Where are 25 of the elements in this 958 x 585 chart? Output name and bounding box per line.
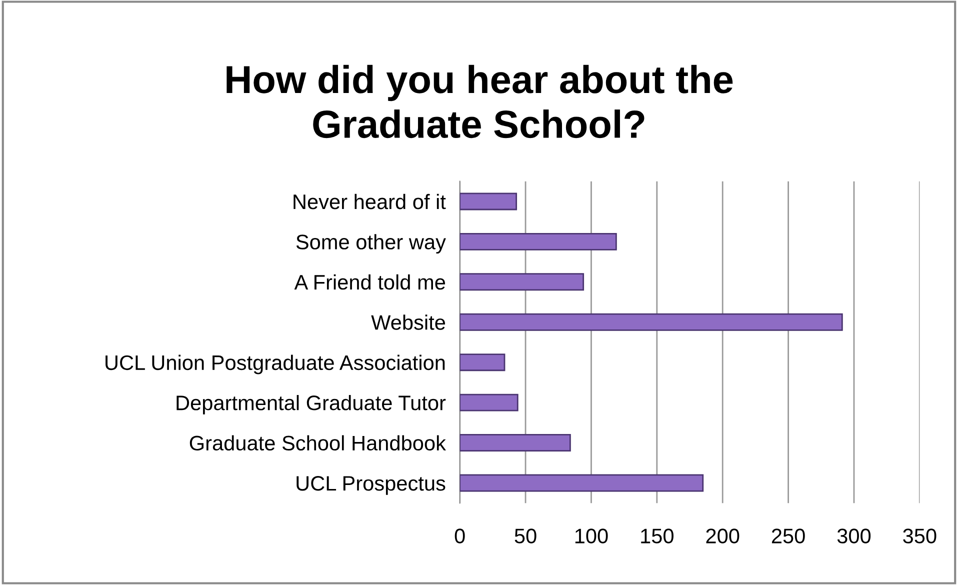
y-tick-label: Some other way: [296, 234, 446, 254]
x-tick-label: 300: [837, 528, 871, 544]
bar: [460, 434, 571, 452]
bar: [460, 474, 704, 492]
y-tick-label: Never heard of it: [294, 194, 446, 210]
bar: [460, 232, 617, 250]
bar: [460, 354, 506, 372]
y-tick-label: Website: [371, 314, 446, 330]
bar: [460, 394, 518, 412]
y-tick-label: UCL Prospectus: [296, 476, 446, 495]
x-tick-label: 50: [514, 528, 536, 544]
y-tick-label: A Friend told me: [294, 274, 446, 290]
bar: [460, 273, 584, 291]
bar: [460, 313, 843, 331]
chart-title: How did you hear about the Graduate School?: [226, 64, 733, 138]
y-tick-label: UCL Union Postgraduate Association: [106, 354, 445, 374]
x-tick-label: 150: [641, 528, 674, 544]
x-tick-label: 250: [772, 528, 805, 544]
bar: [460, 192, 518, 210]
y-tick-label: Graduate School Handbook: [190, 435, 446, 451]
x-tick-label: 200: [706, 528, 740, 544]
x-tick-label: 350: [903, 528, 936, 544]
x-tick-label: 100: [575, 528, 608, 544]
y-tick-label: Departmental Graduate Tutor: [176, 395, 446, 414]
x-tick-label: 0: [454, 528, 465, 544]
